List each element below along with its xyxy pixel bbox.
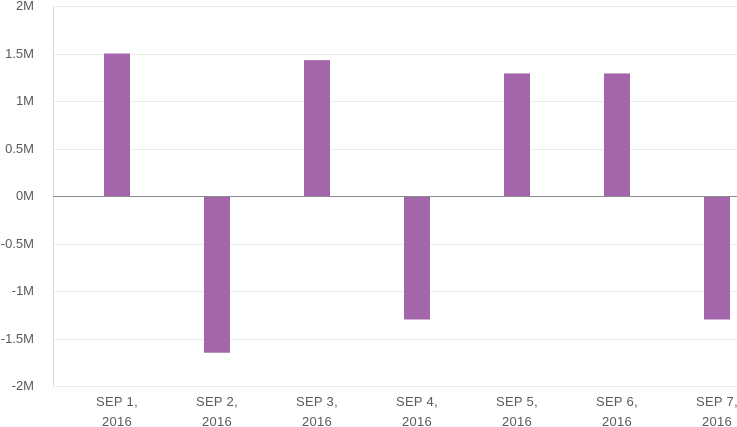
x-tick-label: SEP 5, [496,394,538,409]
y-tick-label: -2M [12,378,34,393]
y-tick-label: -1M [12,283,34,298]
axis-layer [53,6,737,386]
bar [704,196,730,320]
bar [304,60,330,197]
bar [404,196,430,320]
x-tick-label: SEP 4, [396,394,438,409]
x-tick-label: SEP 3, [296,394,338,409]
y-tick-label: 1M [16,93,34,108]
bar [104,53,130,196]
x-tick-label: 2016 [402,414,432,427]
grid-layer [53,6,737,387]
bar [204,196,230,353]
bar-layer [104,53,730,353]
y-tick-label: -0.5M [1,236,34,251]
y-tick-label: 0M [16,188,34,203]
x-tick-label: SEP 7, [696,394,737,409]
y-tick-label: 1.5M [5,46,34,61]
y-tick-label: 0.5M [5,141,34,156]
bar [504,73,530,196]
x-tick-label: SEP 2, [196,394,238,409]
y-tick-label: -1.5M [1,331,34,346]
x-tick-label: 2016 [702,414,732,427]
x-tick-label: SEP 1, [96,394,138,409]
x-tick-label: SEP 6, [596,394,638,409]
x-tick-label: 2016 [102,414,132,427]
x-tick-label: 2016 [502,414,532,427]
bar [604,73,630,196]
x-tick-label: 2016 [602,414,632,427]
x-tick-label: 2016 [302,414,332,427]
y-tick-label: 2M [16,0,34,13]
x-tick-label: 2016 [202,414,232,427]
